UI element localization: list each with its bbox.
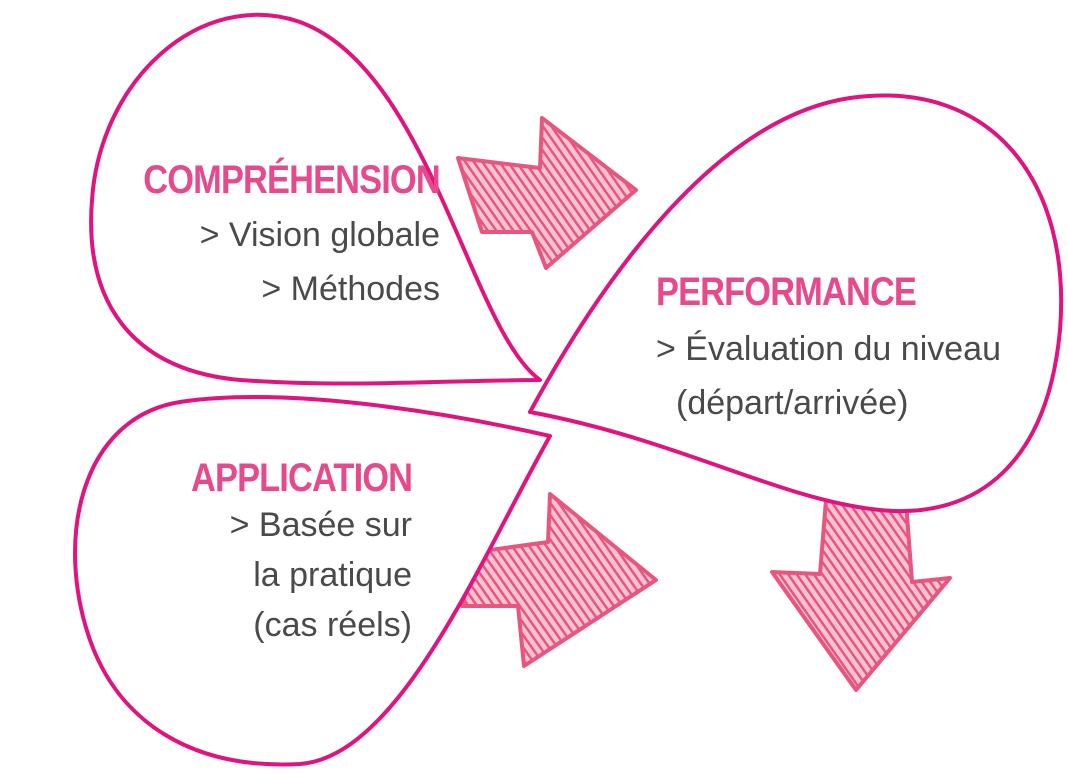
application-item: (cas réels) <box>253 606 412 644</box>
application-title: APPLICATION <box>190 456 413 500</box>
application-block: APPLICATION > Basée sur la pratique (cas… <box>155 456 413 650</box>
performance-block: PERFORMANCE > Évaluation du niveau (dépa… <box>656 272 1001 430</box>
arrow-icon-bottom-right <box>460 492 658 668</box>
comprehension-item: > Vision globale <box>199 216 440 254</box>
arrow-icon-top-right <box>456 116 638 270</box>
comprehension-block: COMPRÉHENSION > Vision globale > Méthode… <box>95 160 440 316</box>
application-item: la pratique <box>253 556 412 594</box>
performance-title: PERFORMANCE <box>656 270 917 314</box>
application-item: > Basée sur <box>229 506 412 544</box>
performance-item: > Évaluation du niveau <box>656 330 1001 368</box>
bubble-performance <box>528 93 1064 514</box>
comprehension-title: COMPRÉHENSION <box>143 158 440 202</box>
arrow-icon-down <box>770 498 952 692</box>
bubble-application <box>73 395 552 767</box>
comprehension-item: > Méthodes <box>261 270 440 308</box>
bubble-comprehension <box>89 12 542 386</box>
performance-item: (départ/arrivée) <box>676 384 909 422</box>
